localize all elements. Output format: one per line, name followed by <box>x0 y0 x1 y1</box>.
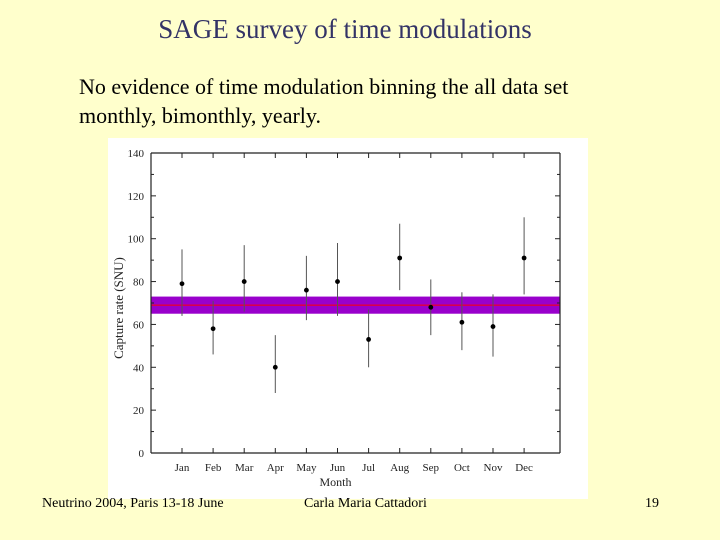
y-tick-label: 100 <box>128 234 145 246</box>
data-point-oct <box>459 319 465 325</box>
x-tick-label: Dec <box>515 462 533 474</box>
footer-conference: Neutrino 2004, Paris 13-18 June <box>42 496 224 511</box>
data-point-feb <box>210 326 216 332</box>
y-tick-label: 80 <box>133 277 145 289</box>
x-tick-label: May <box>296 462 317 474</box>
data-point-apr <box>272 364 278 370</box>
x-tick-label: Jan <box>175 462 190 474</box>
data-point-jul <box>366 337 371 342</box>
x-tick-label: Apr <box>267 462 284 474</box>
x-tick-label: Nov <box>484 462 503 474</box>
data-point-sep <box>428 304 434 310</box>
x-tick-label: Feb <box>205 462 222 474</box>
data-point-dec <box>521 255 527 261</box>
data-point-jan <box>179 281 185 287</box>
x-axis-label: Month <box>319 475 351 489</box>
x-tick-label: Jul <box>362 462 375 474</box>
slide-title: SAGE survey of time modulations <box>158 14 532 44</box>
body-line-1: No evidence of time modulation binning t… <box>79 74 569 99</box>
y-tick-label: 60 <box>133 319 145 331</box>
capture-rate-chart: 0 20 40 60 80 100 120 140 Jan Feb Mar Apr May Jun Jul A… <box>111 148 561 489</box>
data-point-jun <box>335 279 340 284</box>
footer-author: Carla Maria Cattadori <box>304 496 427 511</box>
y-tick-label: 0 <box>139 448 145 460</box>
x-tick-label: Oct <box>454 462 470 474</box>
y-tick-label: 140 <box>128 148 145 160</box>
y-tick-label: 120 <box>128 191 145 203</box>
slide-body-text: No evidence of time modulation binning t… <box>79 72 679 130</box>
data-point-aug <box>397 255 403 261</box>
y-axis-label: Capture rate (SNU) <box>111 257 126 359</box>
footer-page-number: 19 <box>645 496 659 511</box>
body-line-2: monthly, bimonthly, yearly. <box>79 103 321 128</box>
data-point-mar <box>241 279 247 284</box>
x-tick-label: Sep <box>423 462 440 474</box>
chart-panel: 0 20 40 60 80 100 120 140 Jan Feb Mar Apr May Jun Jul A… <box>108 138 588 499</box>
data-point-nov <box>490 324 496 329</box>
x-tick-label: Aug <box>390 462 409 474</box>
data-point-may <box>304 287 309 293</box>
y-tick-label: 20 <box>133 405 145 417</box>
y-tick-label: 40 <box>133 362 145 374</box>
x-tick-label: Mar <box>235 462 254 474</box>
x-tick-label: Jun <box>330 462 346 474</box>
